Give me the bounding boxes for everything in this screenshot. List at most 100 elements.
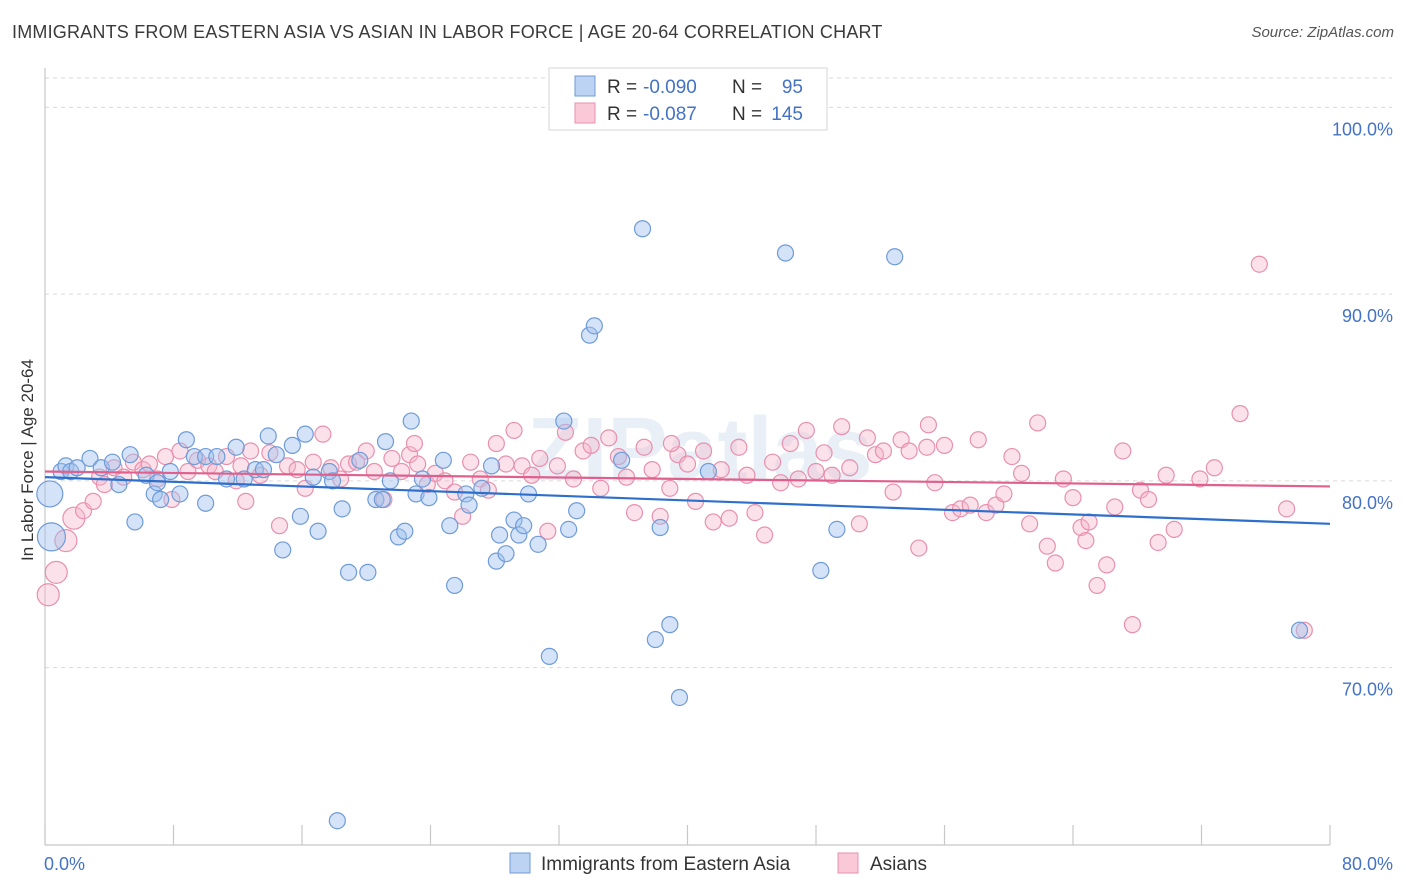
- point-asians: [1157, 466, 1175, 484]
- point-eastern-asia: [515, 517, 533, 535]
- point-asians: [833, 418, 851, 436]
- legend-swatch-asians: [574, 102, 596, 124]
- point-asians: [678, 455, 697, 473]
- point-asians: [772, 474, 790, 492]
- point-eastern-asia: [490, 526, 509, 544]
- point-eastern-asia: [267, 446, 285, 464]
- point-eastern-asia: [148, 474, 167, 492]
- point-eastern-asia: [482, 457, 501, 475]
- point-asians: [95, 475, 114, 494]
- legend-n-value-2: 145: [771, 104, 803, 125]
- y-tick-label: 80.0%: [1342, 493, 1393, 513]
- point-eastern-asia: [560, 520, 578, 538]
- point-asians: [797, 421, 815, 440]
- point-asians: [237, 492, 255, 510]
- x-tick-min: 0.0%: [44, 854, 85, 874]
- point-asians: [462, 453, 480, 471]
- point-asians: [582, 436, 600, 454]
- point-asians: [405, 434, 424, 453]
- point-eastern-asia: [333, 500, 351, 518]
- point-eastern-asia: [555, 412, 573, 430]
- x-tick-max: 80.0%: [1342, 854, 1393, 874]
- point-eastern-asia: [351, 451, 369, 469]
- point-asians: [961, 496, 979, 514]
- point-asians: [1191, 470, 1209, 488]
- chart-title: IMMIGRANTS FROM EASTERN ASIA VS ASIAN IN…: [12, 22, 883, 42]
- point-eastern-asia: [828, 520, 846, 538]
- point-eastern-asia: [254, 461, 273, 479]
- point-eastern-asia: [445, 576, 464, 595]
- point-asians: [1077, 532, 1095, 550]
- point-eastern-asia: [259, 427, 277, 445]
- point-eastern-asia: [103, 453, 122, 471]
- point-asians: [1295, 621, 1313, 639]
- point-asians: [44, 560, 68, 584]
- axes: [44, 68, 1331, 846]
- point-asians: [1106, 498, 1124, 516]
- gridlines: [45, 77, 1392, 669]
- point-asians: [1054, 470, 1072, 488]
- trendline-asians: [44, 470, 1331, 488]
- point-eastern-asia: [177, 431, 195, 449]
- point-eastern-asia: [585, 317, 603, 335]
- point-asians: [935, 436, 954, 454]
- point-eastern-asia: [396, 522, 414, 540]
- point-asians: [807, 462, 825, 481]
- point-eastern-asia: [367, 490, 385, 509]
- point-eastern-asia: [309, 522, 327, 540]
- point-eastern-asia: [776, 244, 795, 262]
- point-asians: [943, 503, 962, 522]
- point-eastern-asia: [540, 647, 558, 665]
- trendline-eastern-asia: [44, 476, 1331, 525]
- point-asians: [1149, 533, 1167, 552]
- point-eastern-asia: [291, 507, 309, 525]
- point-asians: [910, 539, 928, 557]
- point-eastern-asia: [126, 513, 144, 531]
- point-asians: [365, 462, 383, 481]
- point-eastern-asia: [646, 630, 664, 649]
- point-asians: [242, 442, 260, 460]
- point-eastern-asia: [441, 517, 459, 535]
- point-asians: [1021, 515, 1039, 533]
- point-eastern-asia: [420, 489, 438, 507]
- point-asians: [1029, 414, 1047, 432]
- point-eastern-asia: [661, 616, 679, 634]
- legend-n-label-2: N =: [732, 104, 762, 125]
- y-tick-label: 90.0%: [1342, 306, 1393, 326]
- series-swatch-asians: [837, 852, 859, 874]
- point-asians: [635, 438, 653, 456]
- point-asians: [564, 470, 583, 488]
- point-asians: [36, 583, 60, 607]
- point-eastern-asia: [1290, 621, 1309, 639]
- point-asians: [1231, 405, 1249, 423]
- point-asians: [270, 517, 289, 535]
- y-tick-label: 100.0%: [1332, 119, 1393, 139]
- point-eastern-asia: [633, 220, 652, 238]
- point-eastern-asia: [152, 490, 170, 509]
- point-eastern-asia: [413, 470, 432, 488]
- point-asians: [409, 455, 427, 473]
- data-points: [36, 220, 1313, 830]
- point-eastern-asia: [339, 563, 358, 581]
- point-eastern-asia: [171, 485, 189, 503]
- point-asians: [866, 446, 885, 464]
- point-asians: [54, 529, 78, 553]
- point-eastern-asia: [304, 468, 322, 486]
- point-asians: [1139, 490, 1158, 509]
- point-asians: [314, 425, 332, 443]
- point-asians: [874, 442, 893, 460]
- point-asians: [823, 466, 841, 484]
- point-asians: [746, 503, 764, 522]
- point-eastern-asia: [402, 412, 420, 430]
- point-asians: [858, 429, 877, 447]
- point-asians: [1114, 442, 1132, 460]
- point-asians: [304, 453, 322, 471]
- point-asians: [1123, 616, 1142, 634]
- point-asians: [357, 442, 375, 460]
- series-label-asians: Asians: [870, 854, 927, 875]
- point-eastern-asia: [812, 561, 830, 580]
- point-eastern-asia: [510, 526, 528, 544]
- point-asians: [951, 500, 970, 518]
- point-asians: [1250, 255, 1268, 273]
- point-asians: [643, 461, 661, 479]
